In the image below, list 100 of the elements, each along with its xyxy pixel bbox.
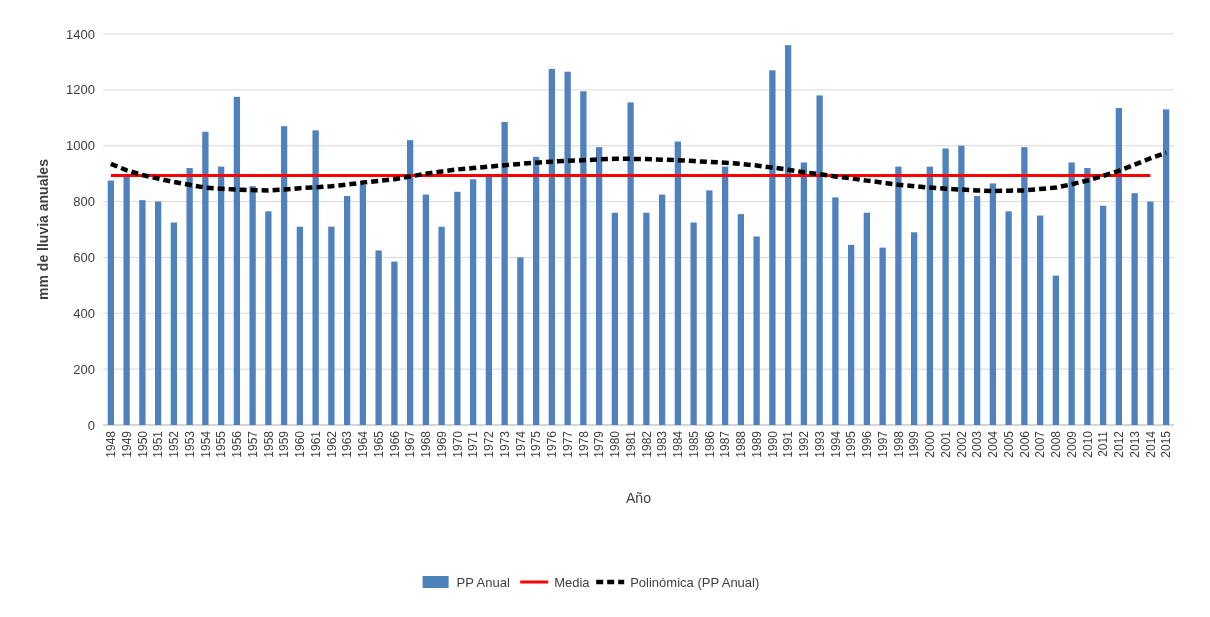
bar bbox=[564, 71, 571, 425]
bar bbox=[217, 166, 225, 425]
bar bbox=[548, 68, 556, 425]
y-tick-label: 1000 bbox=[66, 138, 95, 154]
x-tick-label: 2003 bbox=[970, 430, 985, 458]
y-tick-label: 1400 bbox=[66, 26, 95, 42]
bar bbox=[690, 222, 697, 425]
x-tick-label: 1964 bbox=[356, 430, 371, 458]
bar bbox=[485, 175, 493, 425]
bar bbox=[233, 96, 241, 425]
x-tick-label: 2009 bbox=[1064, 430, 1079, 458]
x-tick-label: 1996 bbox=[860, 430, 875, 458]
bar bbox=[454, 191, 461, 425]
x-tick-label: 1978 bbox=[576, 430, 591, 458]
bar bbox=[469, 179, 477, 425]
bar bbox=[1131, 193, 1138, 425]
bar bbox=[627, 102, 634, 425]
y-tick-label: 800 bbox=[73, 194, 95, 210]
bar bbox=[1147, 201, 1154, 425]
x-tick-label: 1952 bbox=[167, 430, 182, 458]
x-tick-label: 2014 bbox=[1143, 430, 1158, 458]
bar bbox=[989, 183, 997, 425]
x-tick-label: 2012 bbox=[1112, 430, 1127, 458]
x-tick-label: 1994 bbox=[828, 430, 843, 458]
bar bbox=[186, 168, 193, 425]
x-tick-label: 1988 bbox=[734, 430, 749, 458]
x-tick-label: 1958 bbox=[261, 430, 276, 458]
x-tick-label: 1983 bbox=[655, 430, 670, 458]
bar bbox=[1115, 108, 1123, 425]
bar bbox=[910, 232, 918, 425]
x-tick-label: 2006 bbox=[1017, 430, 1032, 458]
bar bbox=[895, 166, 902, 425]
x-tick-label: 1948 bbox=[104, 430, 119, 458]
bar bbox=[580, 91, 587, 425]
x-tick-label: 2001 bbox=[938, 430, 953, 458]
x-tick-label: 1953 bbox=[182, 430, 197, 458]
bar bbox=[737, 214, 745, 425]
bar bbox=[280, 126, 288, 425]
x-tick-label: 1986 bbox=[702, 430, 717, 458]
bar bbox=[832, 197, 839, 425]
bar bbox=[202, 131, 209, 425]
y-tick-label: 0 bbox=[87, 417, 95, 433]
x-tick-label: 1961 bbox=[308, 430, 323, 458]
bar bbox=[706, 190, 713, 425]
x-tick-label: 1963 bbox=[340, 430, 355, 458]
bar bbox=[769, 70, 776, 425]
bar bbox=[1052, 275, 1060, 425]
legend-label: Media bbox=[554, 574, 591, 590]
x-tick-label: 1965 bbox=[371, 430, 386, 458]
bar bbox=[863, 212, 871, 425]
bar bbox=[973, 195, 981, 425]
x-tick-label: 1951 bbox=[151, 430, 166, 458]
bar bbox=[170, 222, 178, 425]
bar bbox=[123, 176, 130, 425]
x-tick-label: 1966 bbox=[387, 430, 402, 458]
bar bbox=[847, 244, 855, 425]
x-tick-label: 1976 bbox=[545, 430, 560, 458]
x-tick-label: 1967 bbox=[403, 430, 418, 458]
x-tick-label: 1984 bbox=[671, 430, 686, 458]
x-tick-label: 1979 bbox=[592, 430, 607, 458]
bar bbox=[375, 250, 382, 425]
y-tick-label: 600 bbox=[73, 249, 95, 265]
x-tick-label: 1968 bbox=[419, 430, 434, 458]
bar bbox=[265, 211, 272, 425]
x-tick-label: 1962 bbox=[324, 430, 339, 458]
bar bbox=[1005, 211, 1012, 425]
x-tick-label: 1993 bbox=[812, 430, 827, 458]
x-tick-label: 1992 bbox=[797, 430, 812, 458]
y-axis-title: mm de lluvia anuales bbox=[35, 158, 51, 300]
bar bbox=[1068, 162, 1075, 425]
bar bbox=[359, 184, 367, 425]
x-tick-label: 1985 bbox=[686, 430, 701, 458]
x-tick-label: 1949 bbox=[119, 430, 134, 458]
bar bbox=[517, 257, 524, 425]
x-tick-label: 1957 bbox=[245, 430, 260, 458]
bar bbox=[1036, 215, 1044, 425]
bar bbox=[816, 95, 823, 425]
bar bbox=[595, 147, 603, 425]
bar bbox=[406, 140, 414, 425]
bar bbox=[422, 194, 430, 425]
x-tick-label: 1982 bbox=[639, 430, 654, 458]
x-tick-label: 1956 bbox=[230, 430, 245, 458]
bar bbox=[674, 141, 682, 425]
bar bbox=[249, 186, 256, 425]
bar bbox=[958, 145, 965, 425]
x-tick-label: 1959 bbox=[277, 430, 292, 458]
x-tick-label: 2015 bbox=[1159, 430, 1174, 458]
x-tick-label: 1975 bbox=[529, 430, 544, 458]
bar bbox=[643, 212, 650, 425]
bar bbox=[139, 200, 146, 425]
bar bbox=[532, 156, 540, 425]
x-tick-label: 1990 bbox=[765, 430, 780, 458]
x-tick-label: 1987 bbox=[718, 430, 733, 458]
x-tick-label: 2000 bbox=[923, 430, 938, 458]
bar bbox=[658, 194, 666, 425]
y-tick-label: 400 bbox=[73, 305, 95, 321]
x-tick-label: 1995 bbox=[844, 430, 859, 458]
bar bbox=[154, 201, 162, 425]
x-tick-label: 1998 bbox=[891, 430, 906, 458]
x-tick-label: 1989 bbox=[749, 430, 764, 458]
